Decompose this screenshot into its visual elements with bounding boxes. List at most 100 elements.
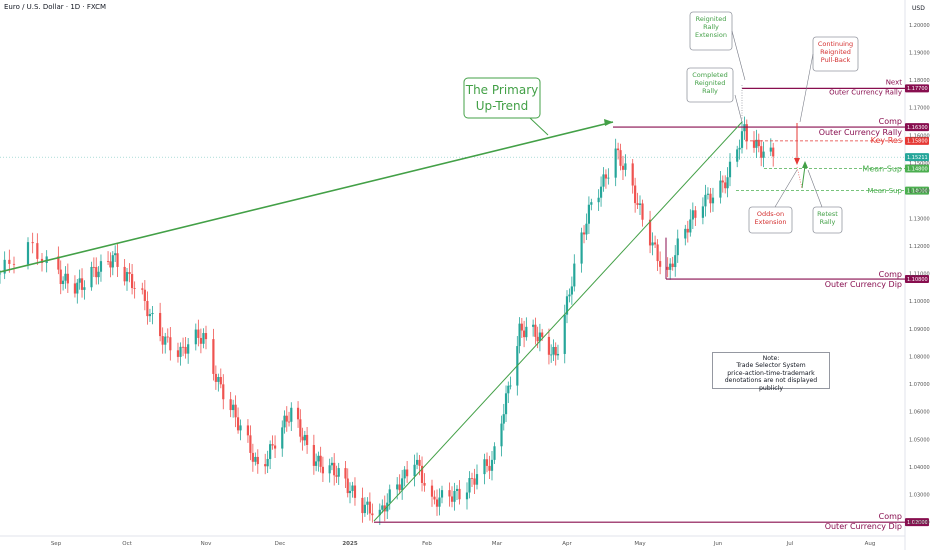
candle-body [621, 165, 625, 170]
level-label: Outer Currency Dip [825, 280, 902, 289]
candle-body [440, 490, 444, 498]
x-tick-label: Sep [51, 541, 62, 547]
candle-body [674, 255, 677, 268]
y-tick-label: 1.12000 [909, 244, 930, 250]
candle-body [78, 278, 81, 283]
y-tick-label: 1.16000 [909, 133, 930, 139]
x-tick-label: Apr [562, 541, 572, 547]
completed-reignited-rally-box-text: Reignited [695, 79, 726, 87]
candle-body [92, 266, 95, 268]
level-comp-dip-tag [905, 275, 929, 284]
primary-uptrend-text: The Primary [465, 83, 539, 97]
candle-body [435, 499, 439, 507]
candle-body [401, 478, 404, 491]
candle-body [433, 496, 436, 500]
connector [731, 30, 746, 81]
candle-body [619, 150, 622, 166]
candle-body [76, 282, 79, 294]
candle-body [738, 147, 741, 150]
candle-body [271, 444, 274, 446]
y-tick-label: 1.06000 [909, 410, 930, 416]
candle-body [686, 228, 689, 233]
candle-body [552, 346, 555, 355]
candle-body [176, 350, 180, 357]
candle-body [366, 501, 369, 505]
primary-uptrend-arrowhead [604, 119, 613, 126]
candle-body [166, 336, 169, 338]
odds-on-extension-box-text: Extension [755, 218, 787, 226]
candle-body [396, 484, 399, 490]
connector [796, 166, 803, 189]
candle-body [187, 344, 190, 354]
candle-body [148, 314, 152, 317]
candle-body [721, 180, 724, 183]
primary-uptrend-line [0, 121, 614, 273]
candle-body [254, 456, 257, 462]
connector [807, 169, 823, 208]
candle-body [520, 323, 523, 331]
continuing-pullback-box-text: Continuing [818, 40, 853, 48]
candle-body [273, 445, 277, 449]
completed-reignited-rally-box-text: Completed [692, 71, 727, 79]
candle-body [111, 255, 114, 268]
level-comp-dip-low-tag-text: 1.02000 [907, 520, 928, 526]
candle-body [406, 469, 409, 477]
level-label: Comp [879, 117, 902, 126]
candle-body [617, 148, 620, 151]
candle-body [485, 459, 489, 466]
candle-body [12, 263, 16, 265]
candle-body [351, 485, 354, 491]
completed-reignited-rally-box-text: Rally [702, 87, 718, 95]
candle-body [164, 336, 167, 345]
candle-body [130, 274, 134, 289]
candle-body [239, 425, 242, 431]
candle-body [736, 149, 739, 162]
candle-body [541, 332, 544, 337]
y-tick-label: 1.19000 [909, 50, 930, 56]
candle-body [769, 147, 772, 152]
candle-body [719, 180, 722, 198]
candle-body [368, 501, 371, 514]
continuing-pullback-box-text: Reignited [820, 48, 851, 56]
x-tick-label: Mar [492, 541, 503, 547]
candle-body [745, 124, 748, 141]
y-tick-label: 1.17000 [909, 106, 930, 112]
candle-body [413, 464, 416, 477]
candle-body [538, 332, 542, 342]
candle-body [534, 324, 537, 337]
level-next-rally-tag [905, 84, 929, 93]
candle-body [109, 261, 112, 268]
level-key-res-tag-text: 1.15800 [907, 139, 928, 145]
y-tick-label: 1.20000 [909, 23, 930, 29]
candle-body [648, 219, 652, 246]
candle-body [669, 263, 672, 270]
candle-body [383, 505, 386, 512]
x-tick-label: Dec [275, 541, 286, 547]
candle-body [423, 482, 426, 486]
candle-body [728, 161, 732, 178]
candle-body [330, 462, 334, 466]
y-tick-label: 1.15000 [909, 161, 930, 167]
candle-body [570, 286, 573, 295]
level-label: Key Res [871, 136, 902, 145]
candle-body [757, 139, 760, 147]
candle-body [283, 415, 286, 428]
candle-body [590, 202, 593, 205]
candle-body [363, 504, 367, 514]
candle-body [631, 163, 634, 186]
candle-body [301, 436, 304, 441]
candle-body [607, 177, 610, 179]
candle-body [344, 468, 347, 479]
candle-body [328, 465, 331, 474]
candle-body [212, 339, 215, 374]
candle-body [346, 478, 349, 494]
candle-body [565, 296, 569, 315]
candle-body [475, 474, 479, 485]
y-tick-label: 1.04000 [909, 465, 930, 471]
candle-body [490, 459, 494, 471]
candle-body [582, 232, 586, 235]
candle-body [361, 497, 364, 514]
level-label: Mean Sup [867, 187, 902, 195]
candle-body [624, 163, 627, 170]
